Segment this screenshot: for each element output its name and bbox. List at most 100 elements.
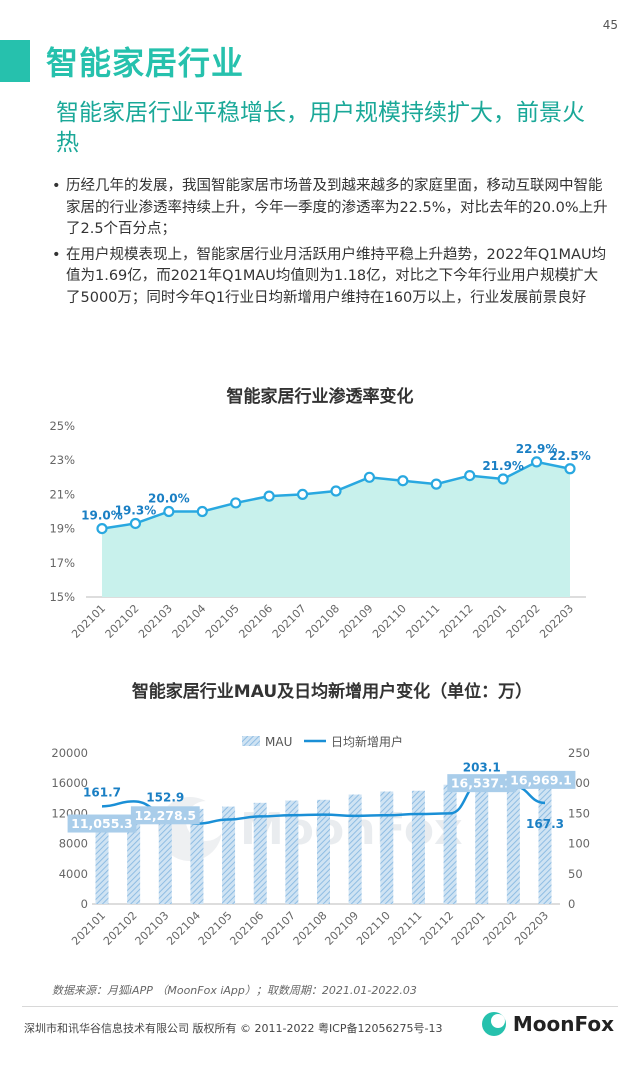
mau-label-bg [506,770,576,789]
y-left-tick-label: 20000 [51,746,88,760]
x-tick-label: 202101 [69,602,108,641]
x-tick-label: 202112 [417,909,456,948]
legend-daily-label: 日均新增用户 [331,734,403,749]
data-point [129,517,142,530]
mau-bar [317,799,330,904]
y-right-tick-label: 50 [568,867,583,881]
data-point [330,485,342,497]
x-tick-label: 202108 [291,909,330,948]
moonfox-logo-icon [481,1012,506,1036]
x-tick-label: 202106 [227,909,266,948]
mau-bar [158,811,172,904]
y-right-tick-label: 100 [568,837,590,851]
mau-bar [443,784,457,904]
bullet-item: • 在用户规模表现上，智能家居行业月活跃用户维持平稳上升趋势，2022年Q1MAU… [52,245,608,310]
data-point [464,469,476,482]
data-source-note: 数据来源：月狐iAPP （MoonFox iApp）；取数周期：2021.01-… [52,984,417,997]
series-area [102,461,570,597]
x-tick-label: 202107 [259,909,298,948]
x-tick-label: 202110 [370,602,409,641]
data-point [163,505,175,518]
footer-copyright: 深圳市和讯华谷信息技术有限公司 版权所有 © 2011-2022 粤ICP备12… [24,1022,443,1035]
moonfox-logo: MoonFox [481,1011,614,1037]
x-tick-label: 202107 [270,602,309,641]
x-tick-label: 202105 [196,909,235,948]
y-tick-label: 23% [49,453,75,467]
daily-data-label: 161.7 [83,785,121,799]
x-tick-label: 202102 [103,602,142,641]
y-tick-label: 25% [49,419,75,433]
data-label: 20.0% [148,492,190,506]
mau-daily-new-users-chart: 智能家居行业MAU及日均新增用户变化（单位：万） MAU 日均新增用户 Moon… [51,681,590,948]
x-tick-label: 202106 [236,602,275,641]
bullet-list: • 历经几年的发展，我国智能家居市场普及到越来越多的家庭里面，移动互联网中智能家居… [52,176,608,313]
y-left-tick-label: 8000 [59,837,88,851]
mau-bar [190,808,204,904]
penetration-rate-chart: 智能家居行业渗透率变化 MoonFox 15%17%19%21%23%25%20… [49,386,590,641]
mau-data-label: 16,969.1 [510,772,572,787]
x-tick-label: 202104 [170,602,209,641]
mau-bar [411,790,425,904]
x-tick-label: 202108 [303,602,342,641]
y-tick-label: 19% [49,522,75,536]
y-right-tick-label: 0 [568,897,575,911]
mau-bar [538,775,552,904]
legend-mau-label: MAU [265,735,292,749]
data-point [263,490,275,502]
data-point [296,488,309,501]
data-point [564,463,576,475]
mau-bar [475,779,489,904]
x-tick-label: 202101 [69,909,108,948]
logo-text: MoonFox [512,1012,614,1036]
data-point [430,478,442,490]
section-accent-bar [0,40,30,82]
bullet-item: • 历经几年的发展，我国智能家居市场普及到越来越多的家庭里面，移动互联网中智能家居… [52,176,608,241]
mau-bar [380,791,394,904]
bullet-text: 在用户规模表现上，智能家居行业月活跃用户维持平稳上升趋势，2022年Q1MAU均… [66,246,607,306]
data-point [230,497,242,509]
mau-bar [348,794,362,904]
mau-bar [506,775,520,904]
x-tick-label: 202104 [164,909,203,948]
mau-bar [127,817,141,904]
mau-data-label: 16,537.1 [451,776,513,791]
bullet-dot-icon: • [52,246,61,263]
y-tick-label: 15% [49,590,75,604]
data-label: 21.9% [482,459,524,473]
y-left-tick-label: 4000 [59,867,88,881]
data-point [96,523,108,535]
daily-data-label: 152.9 [146,791,184,805]
footer-divider [22,1006,618,1007]
x-tick-label: 202103 [136,602,175,641]
data-label: 19.3% [115,503,157,517]
mau-label-bg [67,814,137,833]
data-point [196,505,208,518]
x-tick-label: 202201 [470,602,509,641]
bullet-text: 历经几年的发展，我国智能家居市场普及到越来越多的家庭里面，移动互联网中智能家居的… [66,178,608,237]
y-tick-label: 17% [49,556,75,570]
data-label: 22.9% [516,442,558,456]
section-title: 智能家居行业 [46,44,245,82]
x-tick-label: 202110 [354,909,393,948]
mau-label-bg [130,806,200,825]
mau-bar [95,820,109,904]
x-tick-label: 202112 [437,602,476,641]
mau-label-bg [447,774,517,793]
data-point [363,471,376,483]
mau-bar [253,802,267,904]
data-point [497,473,509,485]
chart2-legend: MAU 日均新增用户 [242,734,403,749]
x-tick-label: 202203 [512,909,551,948]
chart1-title: 智能家居行业渗透率变化 [227,386,414,407]
data-point [530,456,543,468]
legend-mau-swatch [242,736,260,746]
x-tick-label: 202102 [101,909,140,948]
y-tick-label: 21% [49,487,75,501]
chart2-title: 智能家居行业MAU及日均新增用户变化（单位：万） [132,681,532,702]
daily-data-label: 167.3 [526,817,564,831]
x-tick-label: 202201 [449,909,488,948]
x-tick-label: 202105 [203,602,242,641]
mau-data-label: 11,055.3 [71,816,133,831]
mau-bar [222,806,236,904]
page-subtitle: 智能家居行业平稳增长，用户规模持续扩大，前景火热 [56,100,585,156]
